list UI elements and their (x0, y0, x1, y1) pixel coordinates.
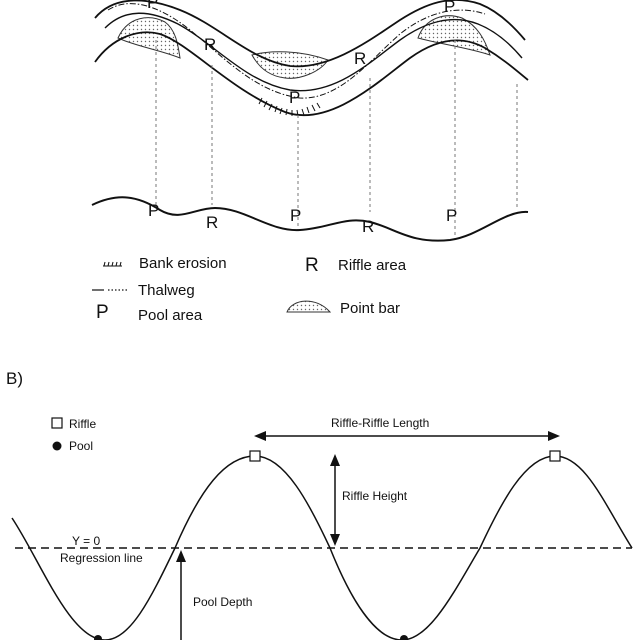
pool-depth-label: Pool Depth (193, 595, 252, 609)
bank-erosion-symbol (103, 261, 122, 267)
panel-b-label: B) (6, 369, 23, 388)
legend-riffle-symbol: R (305, 255, 319, 276)
bed-profile-line (91, 196, 529, 242)
panel-a-legend: Bank erosion R Riffle area Thalweg P Poo… (92, 255, 407, 324)
point-bar-right (417, 15, 491, 56)
riffle-riffle-length-label: Riffle-Riffle Length (331, 416, 429, 430)
legend-pool-area: Pool area (138, 307, 203, 324)
profile-label-pool-2: P (290, 206, 301, 225)
regression-line-label: Regression line (60, 551, 143, 565)
riffle-marker-1 (249, 450, 261, 462)
projection-lines (155, 40, 518, 240)
y-zero-label: Y = 0 (72, 534, 100, 548)
legend-riffle-area: Riffle area (338, 257, 407, 274)
panel-b: B) Riffle Pool Y = 0 Regression line Rif… (6, 369, 633, 640)
profile-label-pool-3: P (446, 206, 457, 225)
plan-label-pool-2: P (289, 88, 300, 107)
plan-label-pool-1: P (147, 0, 158, 12)
riffle-height-label: Riffle Height (342, 489, 408, 503)
riffle-riffle-length-arrow (254, 431, 560, 441)
pool-legend-symbol (52, 441, 62, 451)
plan-label-riffle-2: R (354, 49, 366, 68)
legend-pool: Pool (69, 439, 93, 453)
profile-label-pool-1: P (148, 201, 159, 220)
point-bar-center (251, 51, 329, 79)
plan-view: P R P R P (94, 0, 529, 117)
inner-bank (104, 12, 523, 92)
thalweg-line (107, 3, 486, 99)
point-bar-symbol (286, 300, 332, 313)
legend-bank-erosion: Bank erosion (139, 255, 227, 272)
plan-label-pool-3: P (444, 0, 455, 16)
pool-marker-2 (400, 635, 408, 640)
outer-bank-upper (94, 0, 526, 68)
pool-marker-1 (94, 635, 102, 640)
legend-pool-symbol: P (96, 302, 109, 323)
legend-point-bar: Point bar (340, 300, 400, 317)
plan-label-riffle-1: R (204, 35, 216, 54)
legend-riffle: Riffle (69, 417, 96, 431)
riffle-height-arrow (330, 454, 340, 546)
profile-label-riffle-1: R (206, 213, 218, 232)
riffle-legend-symbol (51, 417, 63, 429)
outer-bank-lower (94, 31, 529, 117)
point-bar-left (117, 17, 181, 59)
legend-thalweg: Thalweg (138, 282, 195, 299)
profile-label-riffle-2: R (362, 217, 374, 236)
pool-depth-arrow (176, 550, 186, 640)
riffle-marker-2 (549, 450, 561, 462)
